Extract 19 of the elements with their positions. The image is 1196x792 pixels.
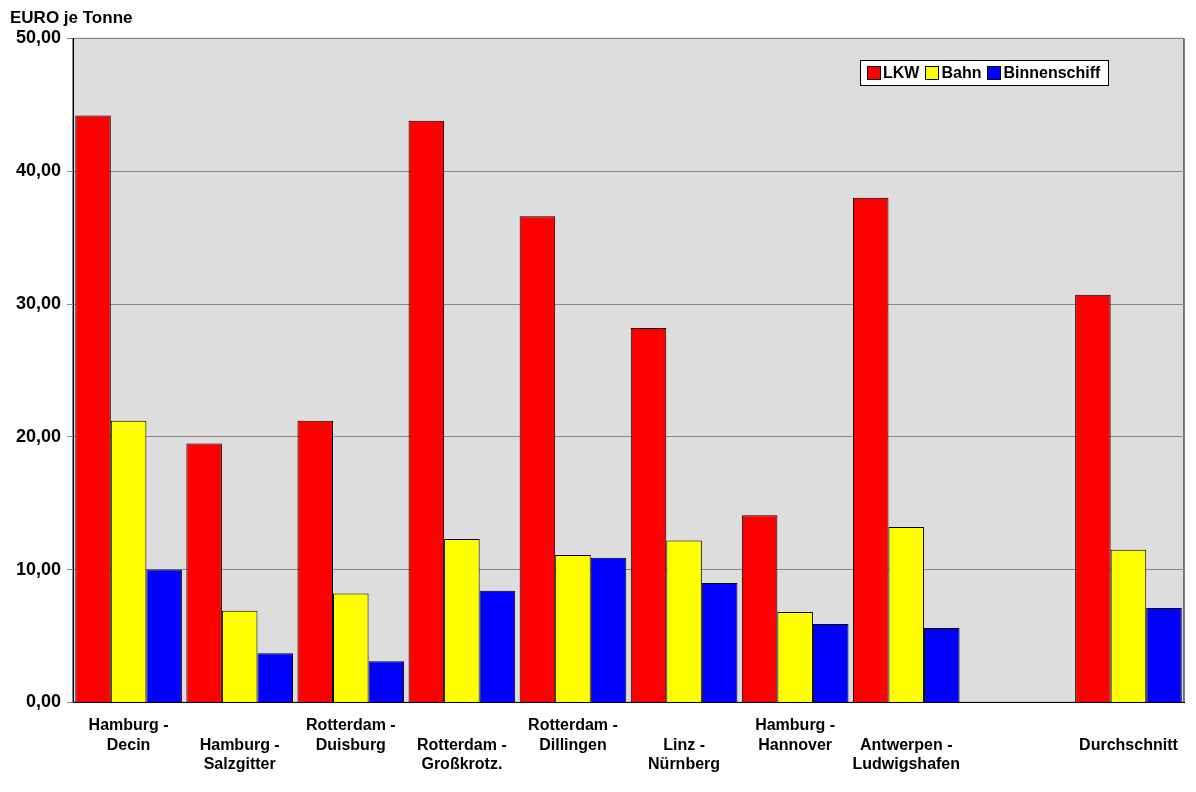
y-tick-label: 50,00 [16,27,62,48]
x-tick-label: Rotterdam - Großkrotz. [416,735,507,772]
x-tick-label: Antwerpen - Ludwigshafen [852,735,961,772]
legend-label: Bahn [941,64,982,83]
y-tick-label: 10,00 [16,558,62,579]
legend-label: Binnenschiff [1003,64,1101,83]
y-axis-title: EURO je Tonne [10,7,133,27]
x-tick-label: Rotterdam - Duisburg [305,716,396,753]
x-tick-label: Rotterdam - Dillingen [528,716,618,753]
y-tick-label: 40,00 [16,160,62,181]
y-tick-label: 30,00 [16,292,62,313]
y-tick-label: 0,00 [26,691,62,712]
x-tick-label: Hamburg - Hannover [755,716,836,753]
y-tick-label: 20,00 [16,425,62,446]
x-tick-label: Hamburg - Decin [88,716,169,753]
legend-label: LKW [883,64,920,83]
x-tick-label: Linz - Nürnberg [648,735,721,772]
x-tick-label: Durchschnitt [1079,735,1179,753]
x-tick-label: Hamburg - Salzgitter [199,735,280,772]
